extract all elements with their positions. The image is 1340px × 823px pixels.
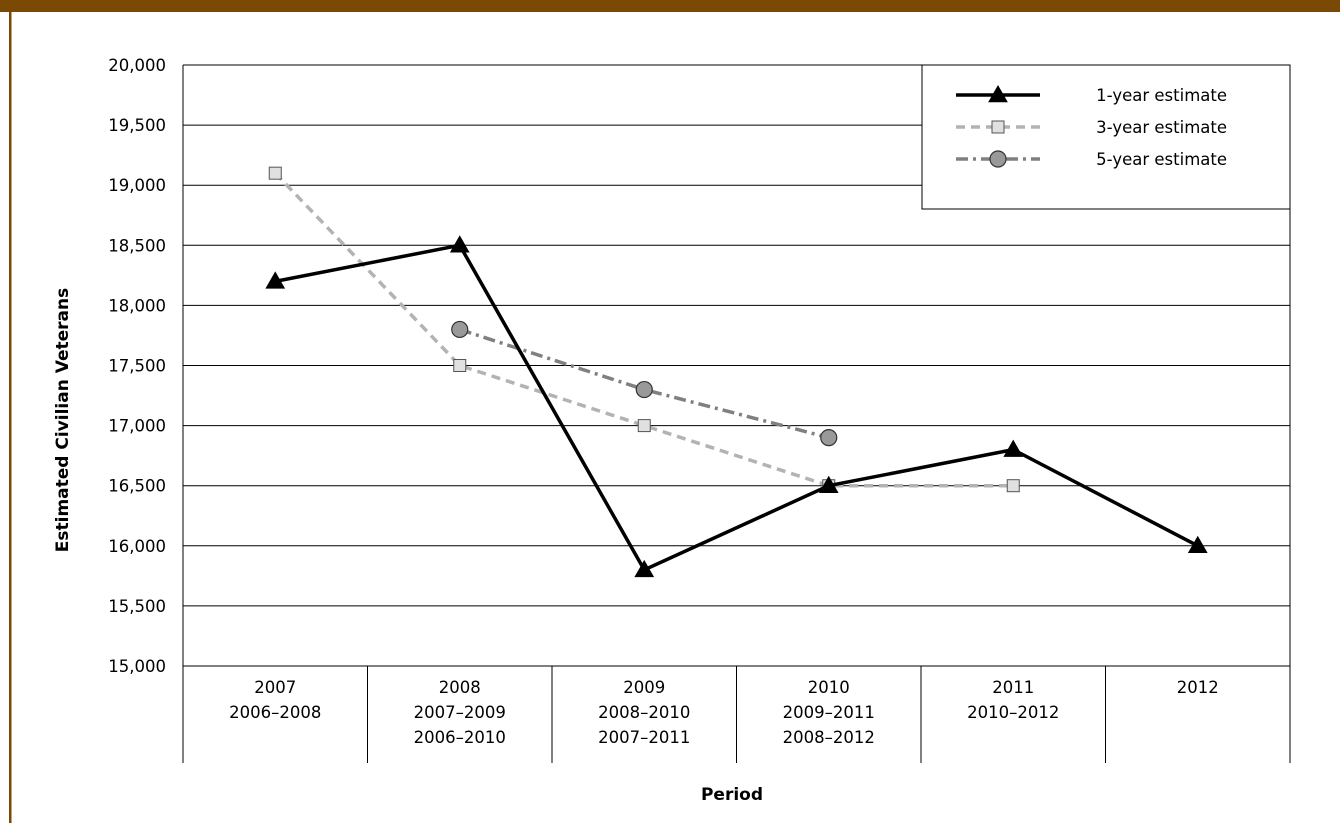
- data-point-3-year-estimate: [453, 359, 467, 372]
- legend: 1-year estimate 3-year estimate 5-year est…: [921, 64, 1291, 210]
- series-line-1-year-estimate: [274, 243, 1199, 573]
- y-tick-label: 20,000: [108, 56, 166, 75]
- y-tick-label: 15,000: [108, 657, 166, 676]
- data-point-1-year-estimate: [449, 235, 470, 253]
- y-tick-label: 16,500: [108, 477, 166, 496]
- y-tick-label: 17,500: [108, 357, 166, 376]
- series-1-year-estimate: [265, 235, 1208, 578]
- y-axis-title: Estimated Civilian Veterans: [53, 288, 73, 552]
- data-point-3-year-estimate: [637, 419, 651, 433]
- x-category-label: 2006–2008: [229, 703, 321, 722]
- y-tick-label: 16,000: [108, 537, 166, 556]
- legend-label-1-year-estimate: 1-year estimate: [1096, 86, 1227, 105]
- y-tick-label: 15,500: [108, 597, 166, 616]
- data-series: [265, 166, 1208, 578]
- data-point-5-year-estimate: [451, 320, 469, 339]
- legend-box: [921, 64, 1291, 210]
- legend-marker-1-year-estimate: [988, 84, 1008, 103]
- data-point-1-year-estimate: [1187, 535, 1208, 554]
- y-tick-label: 19,000: [108, 176, 166, 195]
- left-border-rule: [9, 12, 12, 823]
- x-axis-category-labels: 2007 2006–2008 2008 2007–2009 2006–2010 2009 2…: [229, 678, 1219, 747]
- x-category-label: 2007–2011: [598, 728, 690, 747]
- legend-label-3-year-estimate: 3-year estimate: [1096, 118, 1227, 137]
- y-tick-label: 17,000: [108, 417, 166, 436]
- x-category-label: 2007: [254, 678, 296, 697]
- data-point-1-year-estimate: [265, 271, 286, 289]
- data-point-3-year-estimate: [268, 166, 282, 180]
- legend-label-5-year-estimate: 5-year estimate: [1096, 150, 1227, 169]
- data-point-3-year-estimate: [1006, 479, 1020, 493]
- x-category-label: 2006–2010: [414, 728, 506, 747]
- x-category-label: 2009: [623, 678, 665, 697]
- x-axis-title: Period: [701, 785, 763, 805]
- data-point-1-year-estimate: [1003, 439, 1024, 457]
- x-category-label: 2012: [1177, 678, 1219, 697]
- x-category-label: 2010: [808, 678, 850, 697]
- legend-marker-5-year-estimate: [989, 150, 1007, 168]
- data-point-1-year-estimate: [818, 475, 839, 493]
- x-category-label: 2011: [992, 678, 1034, 697]
- top-border-bar: [0, 0, 1340, 12]
- data-point-5-year-estimate: [820, 429, 838, 447]
- data-point-1-year-estimate: [634, 559, 655, 578]
- legend-marker-3-year-estimate: [991, 120, 1005, 134]
- y-axis-tick-labels: 15,000 15,500 16,000 16,500 17,000 17,500 18,0…: [108, 56, 166, 676]
- x-category-label: 2008: [439, 678, 481, 697]
- series-line-3-year-estimate: [273, 171, 1014, 488]
- x-category-label: 2010–2012: [967, 703, 1059, 722]
- y-tick-label: 19,500: [108, 116, 166, 135]
- x-category-label: 2008–2010: [598, 703, 690, 722]
- y-tick-label: 18,000: [108, 296, 166, 315]
- data-point-5-year-estimate: [635, 380, 653, 399]
- x-category-label: 2007–2009: [414, 703, 506, 722]
- gridlines: [182, 64, 1291, 763]
- series-5-year-estimate: [451, 320, 838, 447]
- series-3-year-estimate: [268, 166, 1020, 493]
- y-tick-label: 18,500: [108, 236, 166, 255]
- x-category-label: 2009–2011: [783, 703, 875, 722]
- x-category-label: 2008–2012: [783, 728, 875, 747]
